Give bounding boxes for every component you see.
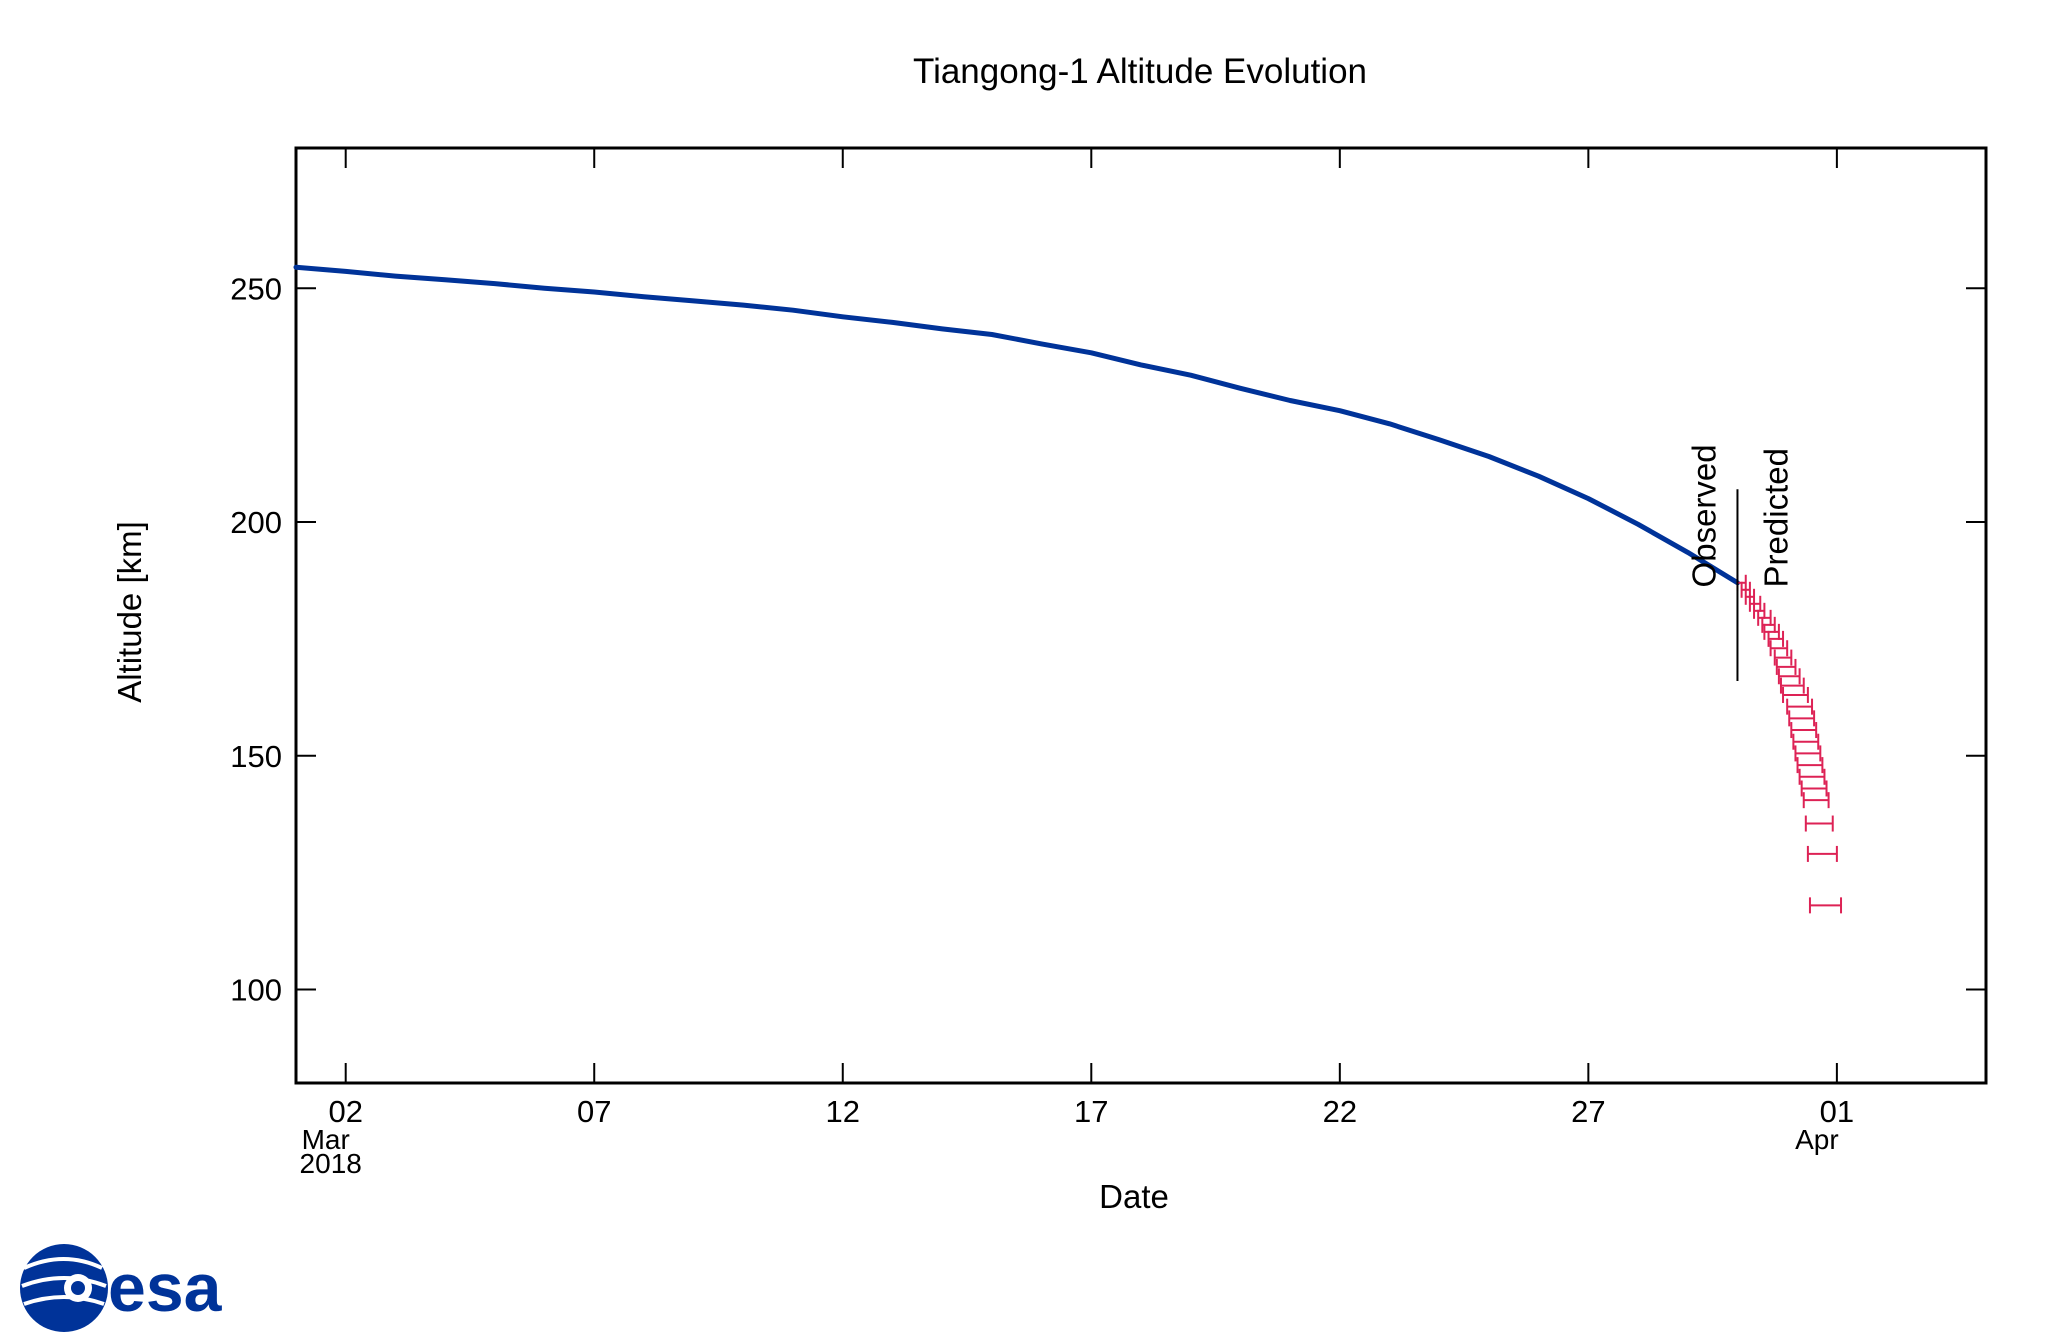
y-tick-label: 150 (230, 739, 282, 774)
chart-title: Tiangong-1 Altitude Evolution (913, 52, 1367, 91)
x-tick-label: 12 (826, 1094, 860, 1129)
x-tick-sublabel: Mar (302, 1124, 350, 1155)
x-tick-label: 02 (328, 1094, 362, 1129)
x-tick-label: 17 (1074, 1094, 1108, 1129)
x-tick-label: 22 (1323, 1094, 1357, 1129)
y-tick-label: 200 (230, 505, 282, 540)
y-tick-label: 100 (230, 973, 282, 1008)
y-axis-ticks: 100 150 200 250 (230, 271, 1986, 1008)
x-tick-sublabel: Apr (1795, 1124, 1839, 1155)
annotation-predicted: Predicted (1757, 448, 1794, 587)
annotations-layer: Observed Predicted (1685, 444, 1794, 681)
plot-area (294, 146, 1988, 1085)
observed-altitude-line (293, 264, 1740, 586)
series-layer (293, 264, 1843, 914)
y-axis-label: Altitude [km] (111, 521, 148, 703)
plot-frame (294, 146, 1988, 1085)
x-tick-label: 27 (1571, 1094, 1605, 1129)
esa-wordmark: esa (108, 1250, 223, 1326)
annotation-observed: Observed (1685, 444, 1722, 587)
x-tick-label: 01 (1820, 1094, 1854, 1129)
esa-logo: esa (20, 1244, 223, 1332)
esa-emblem-icon (20, 1244, 108, 1332)
x-tick-label: 07 (577, 1094, 611, 1129)
x-axis-label: Date (1099, 1178, 1169, 1215)
x-tick-sublabel-year: 2018 (300, 1148, 362, 1179)
y-tick-label: 250 (230, 271, 282, 306)
